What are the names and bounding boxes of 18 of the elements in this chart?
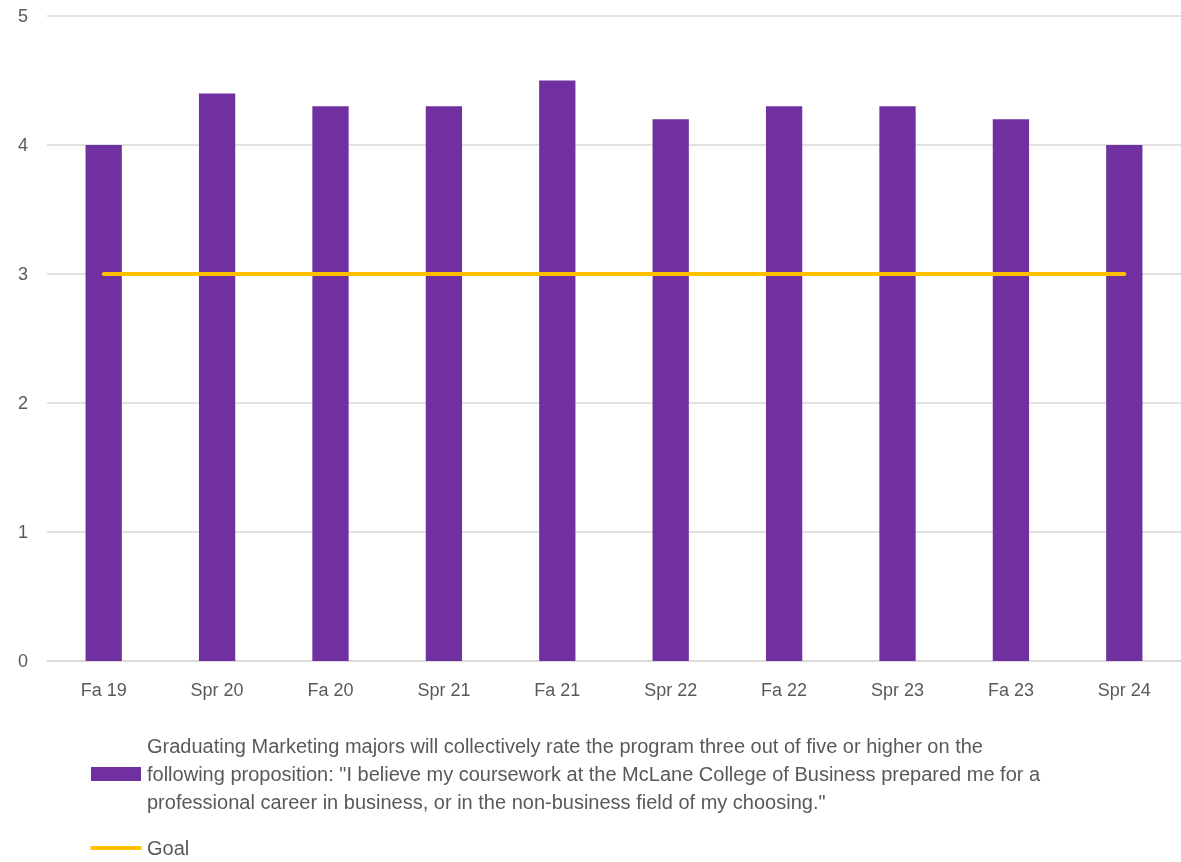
x-tick-label: Spr 23 (870, 680, 925, 700)
y-tick-label: 0 (17, 651, 29, 671)
x-tick-label: Fa 21 (534, 680, 581, 700)
y-tick-label: 2 (17, 393, 29, 413)
x-tick-label: Fa 20 (307, 680, 354, 700)
x-tick-label: Spr 20 (190, 680, 244, 700)
x-tick-label: Fa 23 (987, 680, 1034, 700)
x-tick-label: Spr 24 (1097, 680, 1151, 700)
y-tick-label: 3 (17, 264, 29, 284)
y-tick-label: 5 (17, 6, 29, 26)
x-tick-label: Fa 19 (80, 680, 127, 700)
x-tick-label: Spr 21 (417, 680, 471, 700)
x-tick-label: Fa 22 (761, 680, 808, 700)
legend-label: Goal (147, 837, 190, 859)
y-tick-label: 4 (17, 135, 29, 155)
x-tick-label: Spr 22 (644, 680, 698, 700)
legend-label: Graduating Marketing majors will collectively rate the program three out of five or higher on the following proposition: "I believe my coursework at the McLane College of Business prepared me for a professional career in business, or in the non-business field of my choosing." (147, 735, 1046, 813)
y-tick-label: 1 (17, 522, 29, 542)
